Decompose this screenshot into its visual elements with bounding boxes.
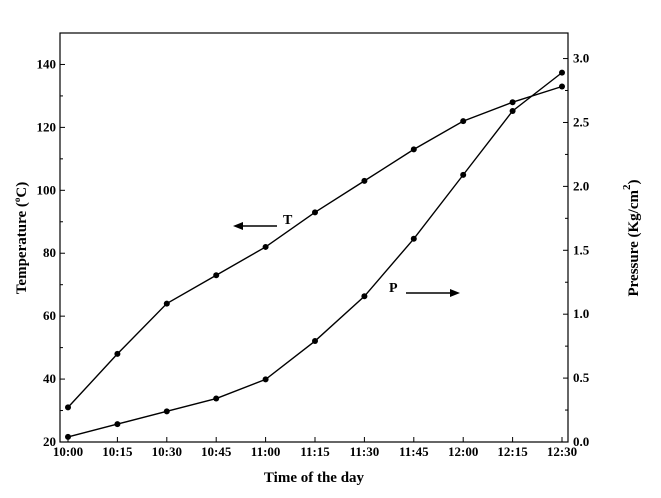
y-tick-label: 80 [43, 245, 56, 260]
data-point-p [460, 171, 467, 178]
data-point-p [65, 433, 71, 440]
data-point-p [262, 376, 269, 383]
series-line-t [67, 85, 563, 408]
data-point-p [509, 107, 516, 114]
x-tick-label: 11:45 [399, 444, 429, 459]
y-tick-label: 40 [43, 371, 56, 386]
y2-axis-title-sup: 2 [621, 184, 633, 190]
y2-axis-title-close: ) [626, 179, 642, 184]
x-tick-label: 10:30 [152, 444, 182, 459]
series-label-p: P [389, 281, 398, 296]
data-point-t [65, 404, 71, 411]
y-axis-title: Temperature (oC) [12, 182, 30, 294]
tick-marks [60, 58, 568, 443]
x-tick-label: 10:15 [102, 444, 133, 459]
tick-labels: 10:00 10:15 10:30 10:45 11:00 11:15 11:30 11:45… [37, 51, 590, 459]
y2-tick-label: 1.0 [573, 306, 589, 321]
x-tick-label: 12:30 [547, 444, 577, 459]
data-point-t [213, 272, 220, 279]
data-point-p [559, 69, 565, 76]
data-point-p [163, 408, 170, 415]
data-point-t [262, 243, 269, 250]
y2-tick-label: 1.5 [573, 242, 590, 257]
y2-tick-label: 2.5 [573, 114, 590, 129]
series-line-p [67, 72, 563, 438]
data-point-t [163, 300, 170, 307]
y-axis-title-unit: C) [14, 182, 30, 198]
y-tick-label: 100 [37, 182, 57, 197]
data-point-t [361, 177, 368, 184]
y2-tick-label: 0.5 [573, 370, 590, 385]
x-tick-label: 11:00 [251, 444, 281, 459]
x-axis-title: Time of the day [264, 470, 365, 486]
x-tick-label: 11:15 [300, 444, 330, 459]
data-point-p [114, 421, 121, 428]
data-point-p [312, 338, 318, 345]
series-label-t: T [283, 213, 293, 228]
data-point-t [312, 209, 318, 216]
x-tick-label: 11:30 [350, 444, 380, 459]
y-axis-title-main: Temperature ( [14, 202, 30, 294]
data-point-t [509, 99, 516, 106]
x-tick-label: 10:00 [53, 444, 83, 459]
y-tick-label: 20 [43, 434, 56, 449]
data-point-p [213, 395, 220, 402]
series-lines [67, 72, 563, 438]
data-point-t [460, 118, 467, 125]
x-tick-label: 12:00 [448, 444, 478, 459]
x-tick-label: 10:45 [201, 444, 232, 459]
y2-axis-title-main: Pressure (Kg/cm [626, 190, 642, 297]
y2-axis-title: Pressure (Kg/cm2) [621, 179, 642, 296]
y-tick-label: 140 [37, 56, 57, 71]
y2-tick-label: 2.0 [573, 178, 589, 193]
x-tick-label: 12:15 [497, 444, 528, 459]
data-point-t [559, 83, 565, 90]
data-point-t [410, 146, 417, 153]
y-axis-title-degree: o [12, 197, 22, 202]
y-tick-label: 120 [37, 119, 57, 134]
data-point-p [361, 293, 368, 300]
series-points [65, 69, 565, 440]
data-point-t [114, 350, 121, 357]
y2-tick-label: 3.0 [573, 51, 589, 66]
data-point-p [410, 235, 417, 242]
y2-tick-label: 0.0 [573, 434, 589, 449]
y-tick-label: 60 [43, 308, 56, 323]
plot-frame [59, 32, 569, 443]
arrow-t [233, 222, 277, 230]
arrow-p [406, 289, 460, 297]
